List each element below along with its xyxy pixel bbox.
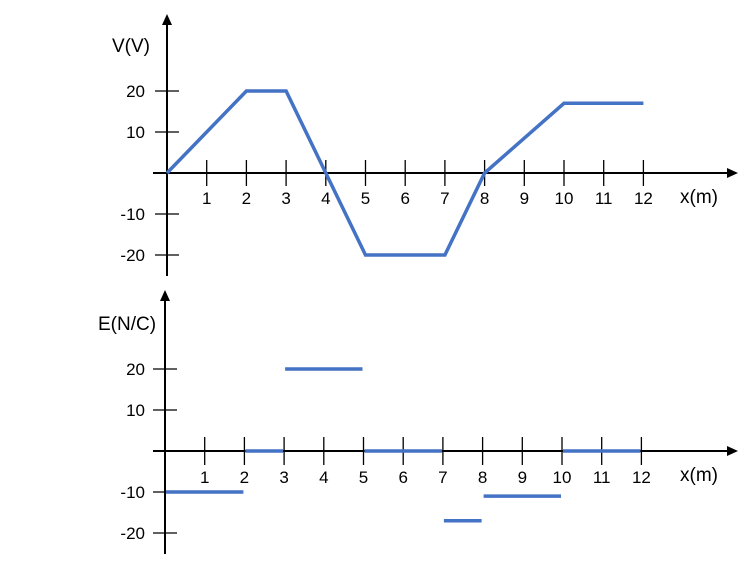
potential-x-tick-label: 11 [595, 189, 613, 208]
field-x-tick-label: 6 [398, 468, 407, 487]
potential-x-axis-label: x(m) [680, 187, 718, 208]
potential-x-axis-arrow [727, 168, 738, 178]
potential-x-tick-label: 5 [361, 189, 370, 208]
potential-y-tick-label: -10 [120, 205, 145, 224]
field-x-tick-label: 11 [593, 468, 611, 487]
field-y-tick-label: -10 [120, 483, 145, 502]
potential-x-tick-label: 6 [400, 189, 409, 208]
potential-x-tick-label: 2 [242, 189, 251, 208]
field-x-tick-label: 9 [518, 468, 527, 487]
field-x-tick-label: 8 [478, 468, 487, 487]
potential-y-tick-label: -20 [120, 246, 145, 265]
field-x-tick-label: 2 [240, 468, 249, 487]
field-x-tick-label: 1 [200, 468, 209, 487]
potential-y-axis-label: V(V) [112, 36, 150, 57]
field-x-tick-label: 4 [319, 468, 328, 487]
field-y-tick-label: -20 [120, 524, 145, 543]
field-x-tick-label: 5 [359, 468, 368, 487]
potential-x-tick-label: 9 [520, 189, 529, 208]
potential-x-tick-label: 4 [321, 189, 330, 208]
field-x-tick-label: 12 [632, 468, 651, 487]
potential-y-tick-label: 20 [126, 82, 145, 101]
field-y-axis-label: E(N/C) [98, 314, 156, 335]
potential-x-tick-label: 7 [440, 189, 449, 208]
field-x-tick-label: 10 [553, 468, 572, 487]
potential-x-tick-label: 8 [480, 189, 489, 208]
potential-x-tick-label: 10 [555, 189, 574, 208]
potential-x-tick-label: 3 [281, 189, 290, 208]
potential-y-tick-label: 10 [126, 123, 145, 142]
field-x-tick-label: 7 [438, 468, 447, 487]
field-y-tick-label: 20 [126, 360, 145, 379]
potential-y-axis-arrow [162, 14, 172, 25]
potential-x-tick-label: 1 [202, 189, 211, 208]
potential-series-line [165, 89, 644, 257]
field-x-axis-arrow [727, 446, 738, 456]
field-x-tick-label: 3 [279, 468, 288, 487]
field-y-axis-arrow [160, 290, 170, 301]
field-x-axis-label: x(m) [680, 465, 718, 486]
potential-x-tick-label: 12 [634, 189, 653, 208]
field-y-tick-label: 10 [126, 401, 145, 420]
